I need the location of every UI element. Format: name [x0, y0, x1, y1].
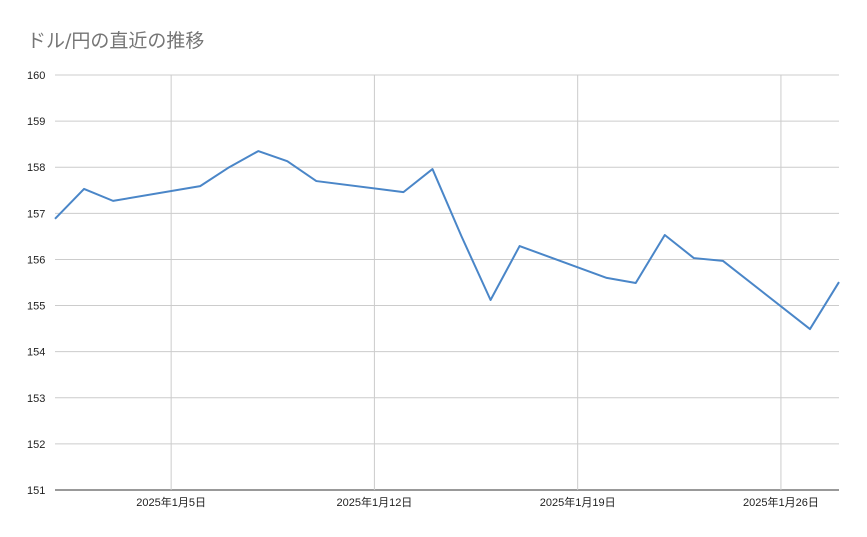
y-tick-label: 152 — [27, 439, 45, 451]
y-tick-label: 154 — [27, 347, 45, 359]
y-tick-label: 151 — [27, 485, 45, 497]
x-tick-label: 2025年1月19日 — [540, 495, 616, 509]
series-line — [54, 150, 840, 331]
y-tick-label: 159 — [27, 116, 45, 128]
y-tick-label: 160 — [27, 70, 45, 82]
y-tick-label: 153 — [27, 393, 45, 405]
y-tick-label: 158 — [27, 162, 45, 174]
y-tick-label: 155 — [27, 301, 45, 313]
x-tick-label: 2025年1月12日 — [336, 495, 412, 509]
x-tick-label: 2025年1月5日 — [136, 495, 206, 509]
y-tick-label: 157 — [27, 208, 45, 220]
x-tick-label: 2025年1月26日 — [743, 495, 819, 509]
chart-title: ドル/円の直近の推移 — [27, 30, 205, 52]
y-tick-label: 156 — [27, 254, 45, 266]
